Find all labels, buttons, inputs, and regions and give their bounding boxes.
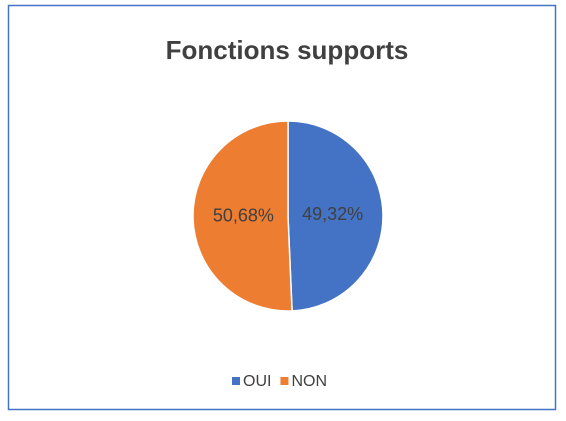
pie-slice xyxy=(192,120,293,312)
legend-label: NON xyxy=(291,373,327,390)
chart-title: Fonctions supports xyxy=(166,35,409,65)
legend-swatch xyxy=(280,377,289,385)
pie-slice xyxy=(287,120,384,312)
legend-swatch xyxy=(232,377,240,385)
legend-label: OUI xyxy=(243,373,271,390)
data-label: 50,68% xyxy=(213,206,274,226)
data-label: 49,32% xyxy=(302,204,363,224)
